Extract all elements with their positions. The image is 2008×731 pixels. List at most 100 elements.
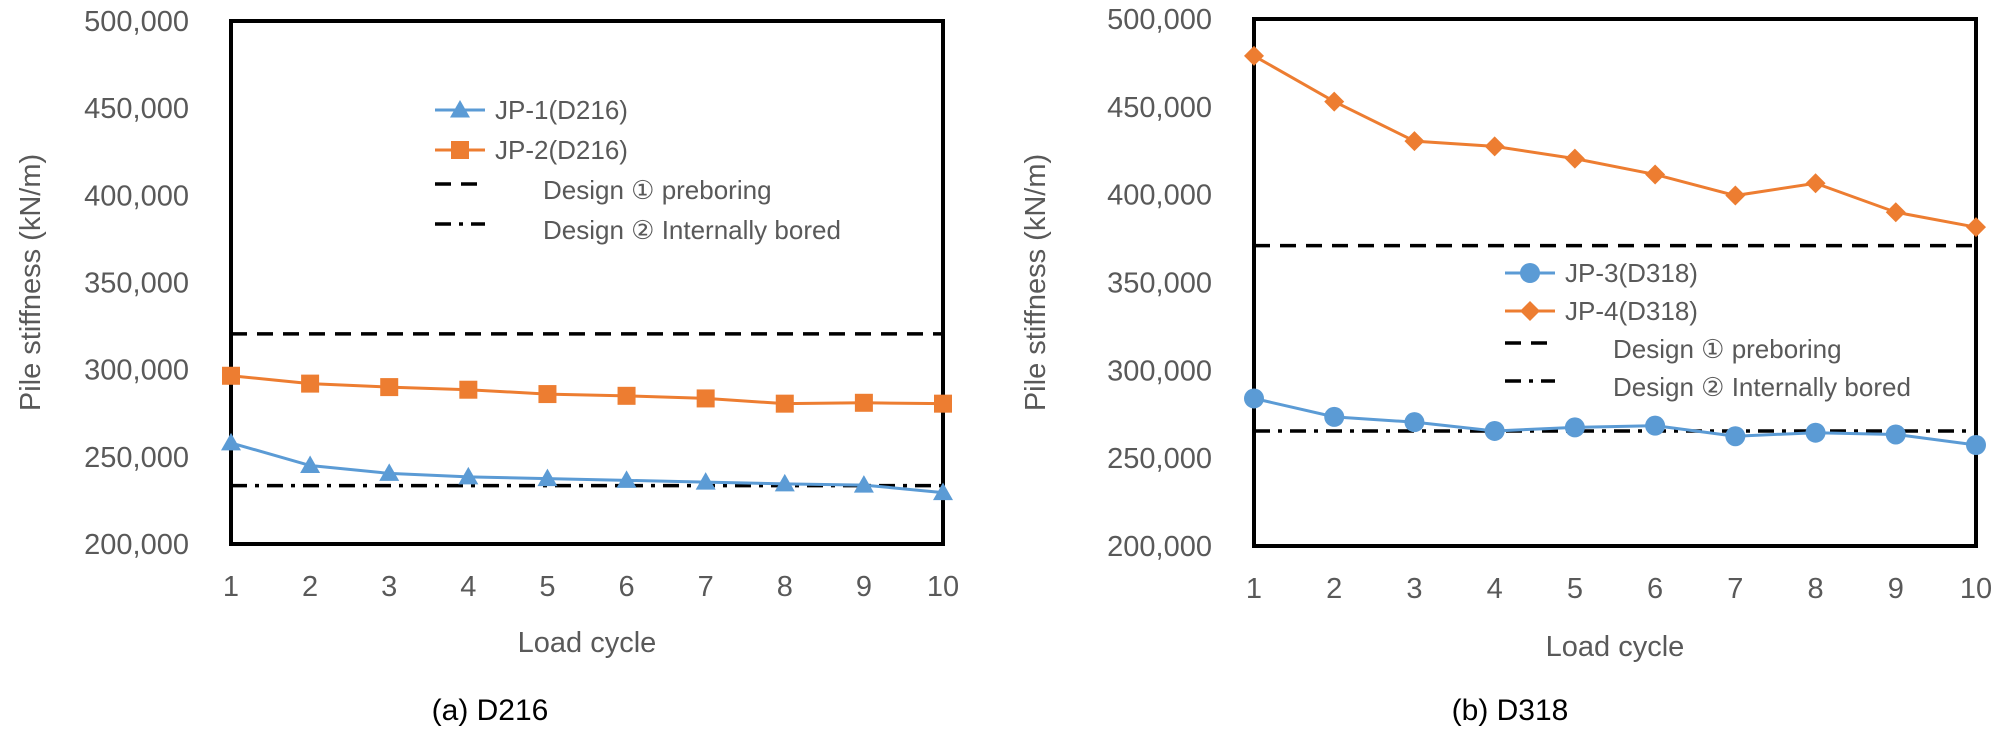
y-axis-title: Pile stiffness (kN/m) — [15, 154, 47, 411]
x-tick-label: 4 — [1487, 573, 1503, 605]
plot-frame — [229, 19, 945, 546]
x-tick-label: 8 — [777, 571, 793, 603]
data-point — [380, 378, 399, 397]
legend-label: Design ② Internally bored — [543, 215, 841, 245]
legend-label: JP-2(D216) — [495, 135, 628, 165]
plot-frame — [1252, 17, 1978, 548]
panel-caption: (b) D318 — [1452, 694, 1569, 727]
x-tick-label: 2 — [1326, 573, 1342, 605]
data-point — [1484, 136, 1505, 157]
data-point — [1404, 412, 1425, 433]
x-tick-label: 8 — [1807, 573, 1823, 605]
series-line — [1253, 54, 1977, 229]
data-point — [1885, 424, 1906, 445]
data-point — [1244, 388, 1264, 409]
legend-label: JP-4(D318) — [1565, 296, 1698, 326]
x-axis-title: Load cycle — [518, 627, 657, 659]
data-point — [1564, 417, 1585, 438]
x-tick-label: 10 — [1960, 573, 1992, 605]
data-point — [616, 470, 637, 488]
data-point — [695, 472, 716, 490]
data-point — [222, 366, 240, 385]
data-point — [774, 473, 795, 492]
legend: JP-3(D318) JP-4(D318) Design ① preboring De… — [1505, 258, 1911, 402]
y-tick-label: 350,000 — [1107, 268, 1212, 300]
x-tick-label: 5 — [1567, 573, 1583, 605]
x-tick-label: 9 — [856, 571, 872, 603]
y-tick-label: 500,000 — [1107, 4, 1212, 36]
data-point — [1484, 420, 1505, 441]
data-point — [1966, 434, 1986, 455]
data-point — [458, 466, 479, 485]
data-point — [854, 393, 873, 412]
chart-panel-b: 200,000 250,000 300,000 350,000 400,000 450,0… — [1020, 4, 1992, 727]
data-point — [853, 475, 874, 493]
legend: JP-1(D216) JP-2(D216) Design ① preboring De… — [435, 95, 841, 245]
legend-label: JP-1(D216) — [495, 95, 628, 125]
x-tick-label: 2 — [302, 571, 318, 603]
data-point — [1725, 185, 1746, 206]
data-point — [379, 463, 400, 481]
data-point — [1885, 202, 1906, 223]
x-tick-label: 9 — [1888, 573, 1904, 605]
chart-panel-a: 200,000 250,000 300,000 350,000 400,000 450,0… — [15, 6, 959, 727]
data-point — [1404, 131, 1425, 152]
y-tick-label: 400,000 — [1107, 180, 1212, 212]
y-tick-label: 200,000 — [1107, 531, 1212, 563]
data-point — [1725, 426, 1746, 447]
series-jp-1-d216 — [221, 432, 953, 501]
y-axis-title: Pile stiffness (kN/m) — [1020, 154, 1052, 411]
series-line — [1253, 396, 1977, 447]
data-point — [300, 455, 321, 474]
data-point — [301, 374, 320, 393]
data-point — [1564, 148, 1585, 169]
y-tick-label: 450,000 — [84, 93, 189, 125]
data-point — [1645, 415, 1666, 436]
data-point — [1244, 45, 1264, 66]
legend-marker-diamond — [1520, 301, 1540, 321]
x-tick-label: 3 — [381, 571, 397, 603]
series-line — [230, 441, 944, 495]
x-tick-label: 6 — [1647, 573, 1663, 605]
y-tick-label: 350,000 — [84, 268, 189, 300]
data-point — [775, 394, 794, 413]
series-line — [230, 374, 944, 406]
data-point — [617, 386, 636, 405]
legend-marker-circle — [1520, 263, 1540, 283]
data-point — [459, 380, 478, 399]
x-tick-label: 3 — [1406, 573, 1422, 605]
data-point — [221, 432, 241, 451]
data-point — [537, 468, 558, 487]
legend-label: Design ② Internally bored — [1613, 372, 1911, 402]
data-point — [934, 394, 952, 413]
data-point — [1645, 164, 1666, 185]
legend-label: Design ① preboring — [543, 175, 772, 205]
y-tick-label: 250,000 — [1107, 443, 1212, 475]
data-point — [1966, 217, 1986, 238]
data-point — [1324, 91, 1345, 112]
x-tick-label: 7 — [698, 571, 714, 603]
x-tick-label: 7 — [1727, 573, 1743, 605]
legend-label: JP-3(D318) — [1565, 258, 1698, 288]
y-tick-label: 300,000 — [1107, 355, 1212, 387]
y-tick-label: 250,000 — [84, 442, 189, 474]
series-jp-4-d318 — [1244, 45, 1986, 238]
panel-caption: (a) D216 — [432, 694, 549, 727]
legend-marker-triangle — [450, 100, 470, 118]
x-tick-label: 10 — [927, 571, 959, 603]
x-tick-label: 4 — [460, 571, 476, 603]
data-point — [1805, 422, 1826, 443]
x-axis-title: Load cycle — [1546, 631, 1685, 663]
data-point — [933, 482, 953, 501]
y-tick-label: 200,000 — [84, 529, 189, 561]
data-point — [1324, 406, 1345, 427]
data-point — [1805, 173, 1826, 194]
y-tick-label: 450,000 — [1107, 92, 1212, 124]
series-jp-3-d318 — [1244, 388, 1986, 455]
x-tick-label: 1 — [1246, 573, 1262, 605]
data-point — [538, 385, 557, 404]
y-tick-label: 400,000 — [84, 180, 189, 212]
legend-label: Design ① preboring — [1613, 334, 1842, 364]
x-tick-label: 6 — [618, 571, 634, 603]
